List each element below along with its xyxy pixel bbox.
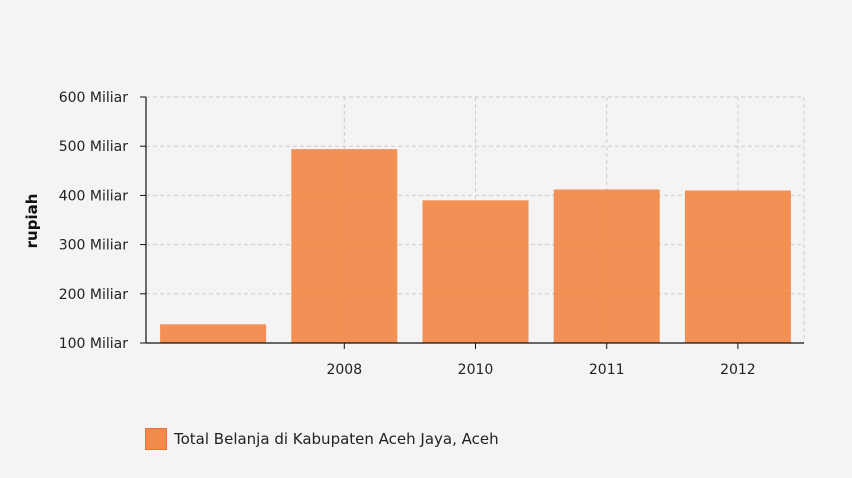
- bar: [291, 149, 398, 343]
- bar: [553, 189, 660, 343]
- tick-labels: 100 Miliar 200 Miliar 300 Miliar 400 Miliar…: [59, 90, 756, 378]
- y-tick-label: 200 Miliar: [59, 287, 128, 303]
- y-tick-label: 100 Miliar: [59, 336, 128, 352]
- bar: [160, 324, 267, 343]
- bar: [422, 200, 529, 343]
- bar: [684, 190, 791, 343]
- bars: [160, 149, 791, 343]
- legend-swatch: [145, 428, 167, 450]
- y-tick-label: 400 Miliar: [59, 188, 128, 204]
- y-axis-label: rupiah: [23, 194, 41, 249]
- x-tick-label: 2008: [326, 362, 362, 378]
- axes: [140, 96, 804, 349]
- x-tick-label: 2011: [589, 362, 625, 378]
- x-tick-label: 2012: [720, 362, 756, 378]
- x-tick-label: 2010: [458, 362, 494, 378]
- y-tick-label: 300 Miliar: [59, 238, 128, 254]
- legend[interactable]: Total Belanja di Kabupaten Aceh Jaya, Ac…: [145, 428, 499, 450]
- y-tick-label: 500 Miliar: [59, 139, 128, 155]
- legend-label: Total Belanja di Kabupaten Aceh Jaya, Ac…: [174, 430, 499, 448]
- y-tick-label: 600 Miliar: [59, 90, 128, 106]
